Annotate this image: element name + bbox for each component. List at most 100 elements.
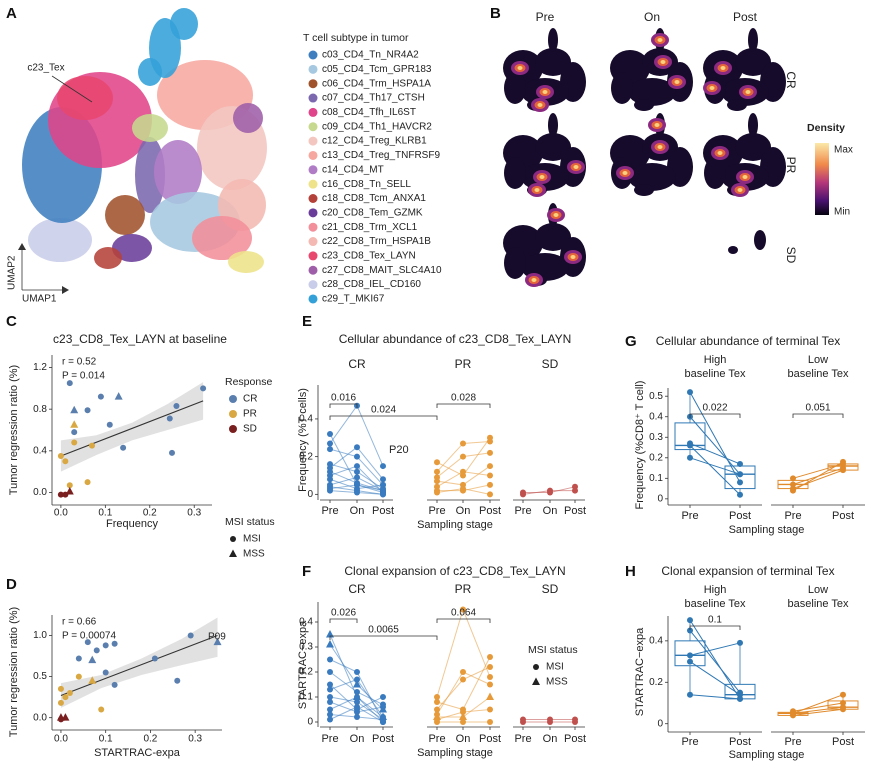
x-tick-label: Post (729, 510, 751, 522)
patient-point (354, 474, 360, 481)
fit-line (60, 635, 218, 697)
density-region (504, 72, 526, 104)
data-point (70, 405, 79, 414)
p-value: 0.022 (702, 403, 727, 414)
density-region (704, 157, 726, 189)
x-tick-label: Pre (681, 736, 698, 748)
patient-point (354, 709, 360, 715)
x-tick-label: 0.3 (188, 734, 202, 745)
patient-point (520, 491, 526, 498)
data-point (66, 690, 73, 697)
panel-label: G (625, 333, 637, 350)
cluster-cloud (192, 216, 252, 260)
data-point (151, 655, 158, 662)
patient-point (327, 476, 333, 483)
data-point (88, 676, 97, 684)
x-axis-label: UMAP1 (22, 294, 57, 305)
legend-swatch (308, 136, 318, 146)
x-axis-label: Sampling stage (729, 524, 805, 536)
panel-label: B (490, 5, 501, 22)
chart-title: c23_CD8_Tex_LAYN at baseline (53, 332, 227, 346)
facet-header: baseline Tex (685, 598, 746, 610)
data-point (111, 640, 118, 647)
legend-label: c23_CD8_Tex_LAYN (322, 251, 416, 262)
legend-title: MSI status (528, 644, 578, 656)
column-header: Post (733, 10, 758, 24)
y-tick-label: 0.4 (649, 635, 663, 646)
patient-point (737, 491, 743, 498)
density-region (748, 28, 758, 52)
density-region (735, 48, 771, 76)
patient-point (380, 704, 386, 710)
p-value: 0.028 (451, 393, 476, 404)
patient-point (354, 463, 360, 470)
panel-label: A (6, 5, 17, 22)
density-region (504, 157, 526, 189)
density-hotspot (542, 90, 548, 94)
density-region (535, 223, 571, 251)
data-point (62, 458, 69, 465)
p-value: 0.024 (371, 405, 396, 416)
density-region (748, 113, 758, 137)
cluster-cloud (105, 195, 145, 235)
cluster-cloud (57, 76, 113, 120)
patient-point (460, 485, 466, 492)
patient-point (327, 711, 333, 718)
legend-title: T cell subtype in tumor (303, 32, 409, 44)
legend-label: SD (243, 424, 257, 435)
y-tick-label: 0.4 (299, 414, 313, 425)
patient-line (689, 416, 741, 475)
colorbar-label: Max (834, 145, 853, 156)
cluster-cloud (154, 140, 202, 204)
patient-point (354, 704, 360, 710)
y-tick-label: 0.5 (649, 391, 663, 402)
chart-title: Cellular abundance of c23_CD8_Tex_LAYN (339, 332, 572, 346)
facet-header: baseline Tex (685, 368, 746, 380)
patient-point (687, 454, 693, 461)
significance-bracket (436, 403, 491, 408)
patient-point (790, 708, 796, 715)
data-point (102, 669, 109, 676)
y-tick-label: 0.2 (299, 451, 313, 462)
legend-swatch (308, 165, 318, 175)
data-point (57, 716, 64, 723)
legend-title: Density (807, 122, 845, 134)
patient-point (380, 463, 386, 470)
patient-point (434, 459, 440, 466)
patient-point (460, 676, 466, 683)
chart-title: Clonal expansion of terminal Tex (661, 564, 834, 578)
patient-point (354, 699, 360, 705)
data-point (89, 442, 95, 449)
data-point (200, 385, 207, 392)
legend-swatch (308, 237, 318, 247)
patient-point (354, 676, 360, 683)
density-region (727, 99, 747, 111)
patient-point (380, 476, 386, 483)
cluster-cloud (170, 8, 198, 40)
p-value: 0.026 (331, 608, 356, 619)
patient-line (689, 391, 741, 483)
patient-point (354, 444, 360, 451)
column-header: On (644, 10, 660, 24)
x-tick-label: On (543, 505, 558, 517)
legend-label: CR (243, 394, 257, 405)
x-tick-label: Pre (428, 733, 445, 745)
data-point (75, 655, 82, 662)
patient-point (327, 669, 333, 675)
x-tick-label: On (350, 733, 365, 745)
y-tick-label: 1.2 (33, 362, 47, 373)
patient-point (354, 689, 360, 695)
patient-point (687, 617, 693, 624)
patient-point (354, 481, 360, 488)
x-tick-label: Pre (784, 736, 801, 748)
legend-swatch (308, 222, 318, 232)
data-point (57, 685, 64, 692)
data-point (71, 439, 78, 446)
panel-label: E (302, 313, 312, 330)
legend-label: c18_CD8_Tcm_ANXA1 (322, 193, 426, 204)
data-point (114, 392, 123, 400)
y-axis-label: STARTRAC−expa (297, 620, 309, 709)
legend-swatch (308, 79, 318, 89)
patient-point (737, 695, 743, 702)
cluster-cloud (228, 251, 264, 273)
